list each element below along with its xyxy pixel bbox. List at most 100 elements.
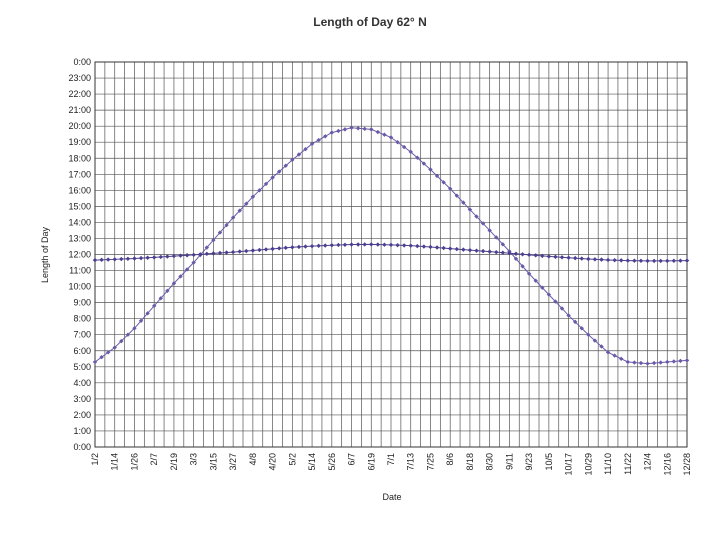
data-point bbox=[546, 292, 552, 297]
data-point bbox=[678, 258, 683, 263]
data-point bbox=[198, 252, 203, 257]
data-point bbox=[152, 303, 157, 309]
data-point bbox=[152, 255, 157, 260]
x-tick-label: 12/28 bbox=[682, 453, 692, 476]
x-tick-label: 3/3 bbox=[189, 453, 199, 466]
data-point bbox=[138, 318, 144, 324]
chart-title: Length of Day 62° N bbox=[313, 15, 426, 29]
data-point bbox=[553, 254, 558, 260]
x-tick-label: 10/29 bbox=[583, 453, 593, 476]
data-point bbox=[316, 137, 321, 143]
data-point bbox=[553, 299, 558, 304]
data-point bbox=[388, 135, 394, 140]
data-point bbox=[572, 319, 578, 325]
x-tick-label: 7/13 bbox=[406, 453, 416, 471]
x-tick-label: 5/2 bbox=[287, 453, 297, 466]
data-point bbox=[546, 254, 552, 259]
data-point bbox=[605, 350, 611, 355]
data-point bbox=[526, 252, 532, 258]
data-point bbox=[250, 248, 256, 253]
data-point bbox=[145, 255, 150, 260]
y-tick-label: 11:00 bbox=[69, 266, 91, 276]
data-point bbox=[382, 242, 387, 247]
data-point bbox=[533, 278, 538, 283]
data-point bbox=[132, 256, 137, 261]
data-point bbox=[401, 144, 407, 150]
x-tick-label: 8/6 bbox=[445, 453, 455, 466]
data-point bbox=[158, 296, 163, 301]
x-tick-label: 5/14 bbox=[307, 453, 317, 471]
data-point bbox=[165, 288, 170, 294]
x-tick-label: 12/16 bbox=[662, 453, 672, 476]
data-point bbox=[454, 246, 459, 252]
y-tick-label: 4:00 bbox=[73, 378, 91, 388]
data-point bbox=[349, 125, 354, 130]
data-point bbox=[487, 249, 492, 254]
data-point bbox=[270, 175, 275, 180]
data-point bbox=[309, 141, 315, 147]
data-point bbox=[454, 193, 459, 198]
data-point bbox=[520, 264, 525, 269]
x-tick-label: 7/1 bbox=[386, 453, 396, 466]
y-tick-label: 10:00 bbox=[68, 282, 91, 292]
data-point bbox=[112, 345, 117, 350]
x-tick-label: 4/20 bbox=[268, 453, 278, 471]
data-point bbox=[99, 257, 104, 263]
y-tick-label: 14:00 bbox=[68, 217, 91, 227]
data-point bbox=[211, 251, 216, 256]
x-tick-label: 8/30 bbox=[485, 453, 495, 471]
data-point bbox=[645, 361, 650, 366]
y-tick-label: 16:00 bbox=[68, 185, 91, 195]
y-tick-label: 0:00 bbox=[73, 57, 91, 67]
data-point bbox=[658, 258, 663, 264]
x-tick-label: 11/10 bbox=[603, 453, 613, 475]
data-point bbox=[244, 248, 249, 254]
data-point bbox=[329, 242, 334, 248]
data-point bbox=[526, 271, 532, 276]
data-point bbox=[605, 257, 611, 263]
data-point bbox=[296, 152, 302, 157]
data-point bbox=[645, 258, 650, 264]
data-point bbox=[257, 188, 262, 193]
data-point bbox=[671, 258, 677, 264]
series-group bbox=[92, 125, 690, 366]
data-point bbox=[500, 242, 506, 247]
data-point bbox=[474, 214, 479, 219]
data-point bbox=[388, 242, 394, 248]
data-point bbox=[566, 255, 571, 260]
data-point bbox=[132, 326, 137, 331]
data-point bbox=[619, 356, 624, 361]
y-tick-label: 21:00 bbox=[68, 105, 91, 115]
data-point bbox=[211, 237, 216, 243]
data-point bbox=[441, 245, 446, 251]
data-point bbox=[625, 359, 630, 365]
data-point bbox=[342, 242, 348, 247]
x-tick-label: 9/11 bbox=[504, 453, 514, 470]
data-point bbox=[638, 258, 644, 264]
data-point bbox=[290, 157, 295, 163]
data-point bbox=[276, 169, 282, 174]
data-point bbox=[230, 215, 236, 220]
data-point bbox=[678, 358, 683, 364]
x-tick-label: 6/7 bbox=[347, 453, 357, 466]
data-point bbox=[448, 246, 453, 251]
data-point bbox=[362, 242, 367, 247]
data-point bbox=[658, 360, 663, 365]
data-point bbox=[362, 126, 367, 132]
data-point bbox=[461, 247, 466, 252]
data-point bbox=[119, 256, 124, 262]
data-point bbox=[329, 130, 334, 135]
x-tick-label: 5/26 bbox=[327, 453, 337, 471]
data-point bbox=[592, 338, 598, 343]
data-point bbox=[92, 257, 98, 263]
data-point bbox=[323, 134, 328, 139]
data-point bbox=[119, 338, 124, 344]
x-tick-label: 10/17 bbox=[564, 453, 574, 476]
data-point bbox=[257, 247, 262, 253]
data-point bbox=[217, 230, 223, 235]
data-point bbox=[401, 243, 407, 248]
data-point bbox=[303, 146, 308, 152]
data-point bbox=[276, 246, 282, 251]
data-point bbox=[638, 360, 644, 366]
